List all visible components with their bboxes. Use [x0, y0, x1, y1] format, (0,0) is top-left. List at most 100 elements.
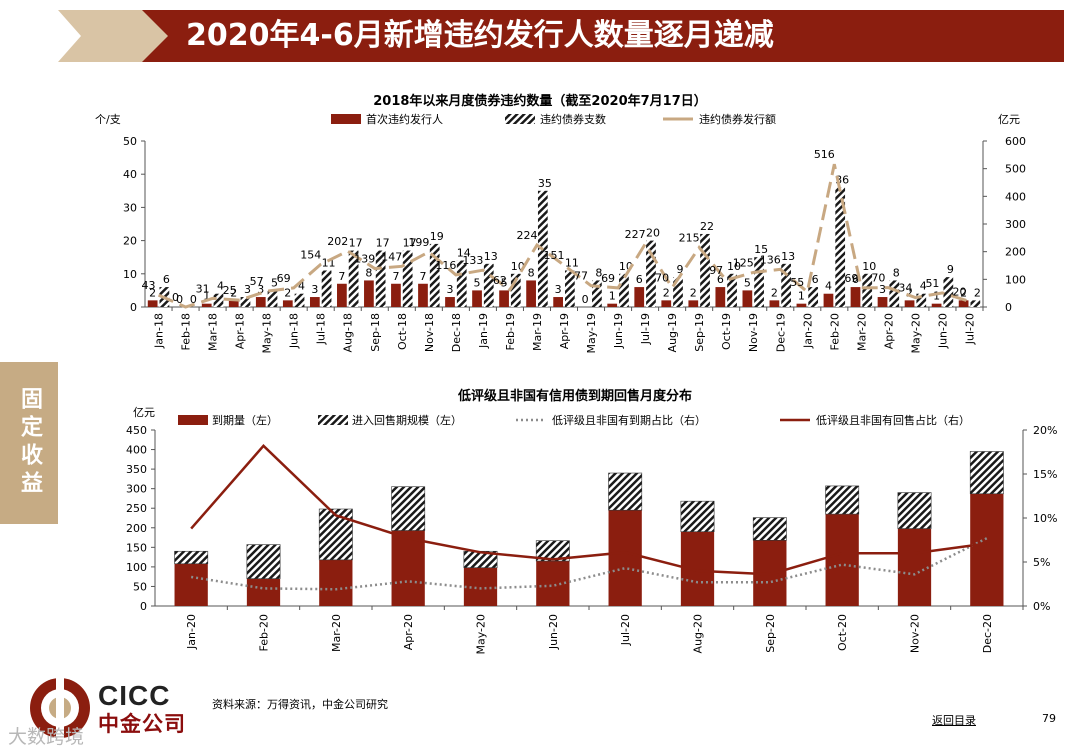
bar-first-default [472, 290, 482, 307]
x-tick-label: Feb-19 [504, 313, 517, 350]
label-default-bonds: 0 [190, 293, 197, 306]
bond-default-monthly-chart: 2018年以来月度债券违约数量（截至2020年7月17日） 首次违约发行人 违约债券… [95, 93, 1026, 354]
left-axis-unit: 亿元 [133, 406, 155, 419]
bar-default-bonds [592, 280, 602, 307]
label-first-default: 5 [744, 276, 751, 289]
label-default-amount: 57 [250, 275, 264, 288]
bar-first-default [634, 287, 645, 307]
label-first-default: 2 [771, 286, 778, 299]
bar-default-bonds [943, 277, 954, 307]
x-tick-label: Jan-19 [477, 313, 490, 349]
bar-maturity [897, 528, 932, 606]
bar-putback [318, 508, 353, 561]
label-default-bonds: 17 [349, 237, 363, 250]
x-tick-label: Apr-18 [234, 313, 247, 349]
label-default-amount: 136 [760, 253, 781, 266]
left-tick-label: 400 [126, 444, 147, 457]
label-default-amount: 62 [493, 274, 507, 287]
x-tick-label: Jun-19 [612, 313, 625, 349]
legend-label-putback-ratio: 低评级且非国有回售占比（右） [816, 413, 970, 427]
bar-default-bonds [267, 290, 278, 307]
bar-first-default [715, 287, 726, 307]
label-default-amount: 31 [196, 282, 210, 295]
right-tick-label: 200 [1005, 246, 1026, 259]
x-tick-label: Mar-19 [531, 313, 544, 351]
bar-default-bonds [916, 293, 927, 307]
x-tick-label: Oct-20 [836, 614, 849, 651]
label-default-amount: 151 [544, 249, 565, 262]
x-tick-label: May-19 [585, 313, 598, 354]
label-default-bonds: 17 [376, 237, 390, 250]
left-tick-label: 0 [130, 301, 137, 314]
side-tab-label: 固定收益 [17, 387, 42, 499]
bar-default-bonds [213, 293, 224, 307]
label-default-amount: 20 [952, 285, 966, 298]
x-tick-label: Jun-18 [288, 313, 301, 349]
right-tick-label: 100 [1005, 273, 1026, 286]
right-tick-label: 300 [1005, 218, 1026, 231]
x-tick-label: Jan-18 [153, 313, 166, 349]
label-default-amount: 202 [327, 235, 348, 248]
x-tick-label: Jan-20 [185, 614, 198, 650]
side-tab [0, 362, 58, 524]
x-tick-label: Nov-19 [747, 313, 760, 352]
right-tick-label: 15% [1033, 468, 1057, 481]
label-default-bonds: 4 [298, 280, 305, 293]
left-tick-label: 20 [123, 235, 137, 248]
label-default-amount: 199 [408, 236, 429, 249]
label-default-amount: 154 [300, 248, 321, 261]
bar-first-default [445, 297, 455, 307]
label-default-bonds: 9 [676, 263, 683, 276]
legend-label-maturity-ratio: 低评级且非国有到期占比（右） [552, 413, 706, 427]
bar-default-bonds [700, 233, 710, 307]
bar-putback [391, 486, 426, 531]
legend-swatch-default-bonds [505, 114, 535, 124]
label-first-default: 2 [284, 286, 291, 299]
legend-swatch-first-default [331, 114, 361, 124]
x-tick-label: Sep-19 [693, 313, 706, 352]
bar-maturity [608, 510, 642, 606]
bar-default-bonds [483, 263, 494, 307]
bar-default-bonds [565, 270, 575, 307]
label-first-default: 0 [176, 293, 183, 306]
bar-first-default [364, 280, 374, 307]
bar-maturity [970, 493, 1004, 606]
x-tick-label: May-20 [909, 313, 922, 354]
label-first-default: 3 [879, 283, 886, 296]
bar-first-default [877, 297, 888, 307]
label-first-default: 6 [852, 273, 859, 286]
label-default-amount: 70 [655, 272, 669, 285]
left-tick-label: 10 [123, 268, 137, 281]
left-tick-label: 250 [126, 502, 147, 515]
label-first-default: 2 [149, 286, 156, 299]
label-first-default: 6 [636, 273, 643, 286]
label-default-amount: 69 [844, 272, 858, 285]
bar-first-default [418, 283, 428, 307]
left-tick-label: 50 [123, 135, 137, 148]
x-tick-label: Jul-20 [619, 614, 632, 646]
label-default-bonds: 6 [812, 273, 819, 286]
bar-first-default [499, 290, 509, 307]
bar-first-default [255, 297, 266, 307]
right-tick-label: 20% [1033, 424, 1057, 437]
bar-putback [680, 500, 715, 532]
label-first-default: 1 [798, 290, 805, 303]
bar-default-bonds [646, 240, 656, 307]
label-default-amount: 25 [223, 284, 237, 297]
back-to-contents-link[interactable]: 返回目录 [932, 714, 976, 727]
label-first-default: 3 [257, 283, 264, 296]
legend-label-putback: 进入回售期规模（左） [352, 413, 462, 427]
logo-text-cn: 中金公司 [98, 712, 186, 736]
bar-maturity [536, 561, 570, 606]
label-default-bonds: 13 [484, 250, 498, 263]
label-default-amount: 97 [709, 264, 723, 277]
label-first-default: 1 [203, 290, 210, 303]
right-tick-label: 10% [1033, 512, 1057, 525]
label-default-bonds: 8 [893, 266, 900, 279]
left-tick-label: 40 [123, 168, 137, 181]
label-first-default: 0 [582, 293, 589, 306]
bar-default-bonds [240, 297, 251, 307]
label-default-amount: 516 [814, 148, 835, 161]
bar-default-bonds [510, 273, 521, 307]
